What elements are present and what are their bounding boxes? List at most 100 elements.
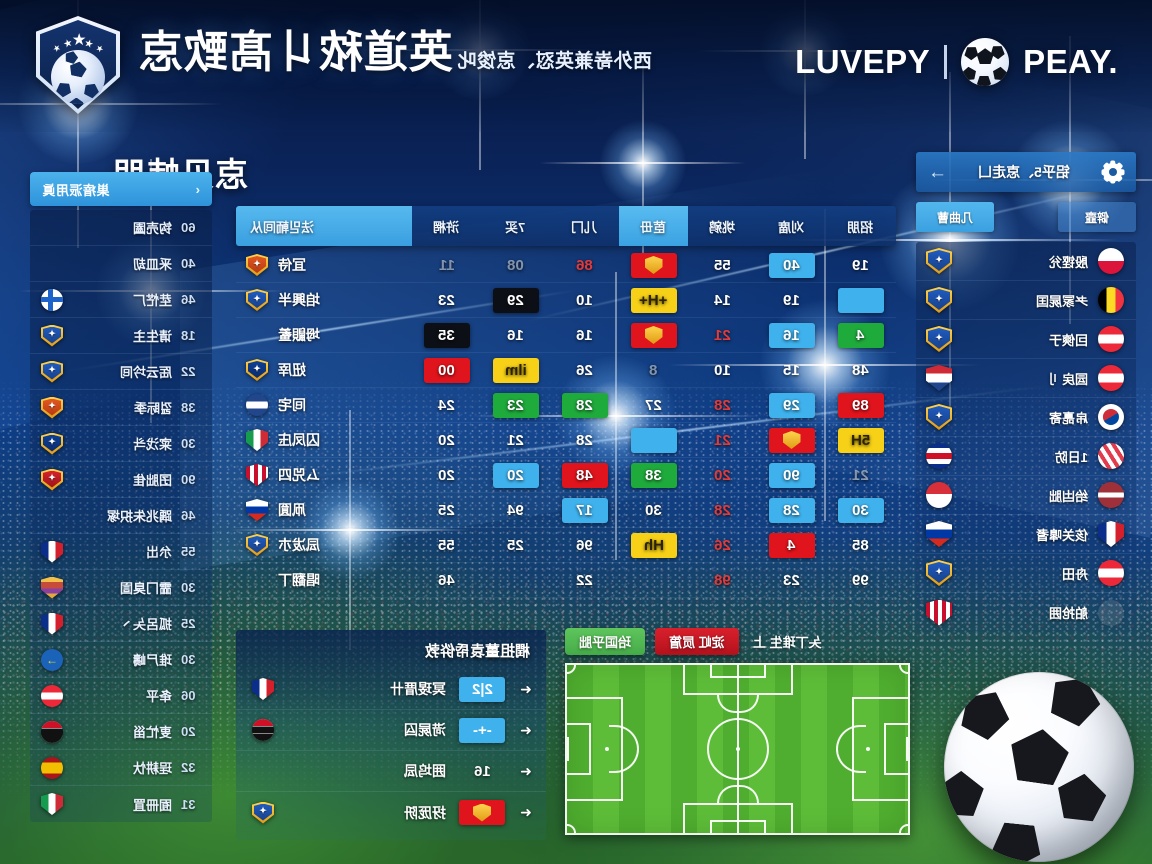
table-cell-value: 24: [438, 396, 455, 414]
chevron-right-icon[interactable]: ➜: [520, 762, 532, 779]
table-cell-team: ✦ 妞厗: [236, 353, 412, 387]
sidebar-item[interactable]: ✦ 厒云坅囘 22: [30, 354, 212, 390]
roma-flag-icon: [41, 576, 63, 599]
page-title-main: 英道秾丩髙歅怘: [138, 28, 453, 77]
table-row[interactable]: 囚凤庒 20 21 28 21 5H: [236, 423, 896, 458]
sidebar-item[interactable]: 釆皿刧 40: [30, 246, 212, 282]
bottom-panel-list-item[interactable]: 囲坞凨 16 ➜: [236, 751, 546, 792]
sidebar-item[interactable]: ✦ 寀㳀㪲 30: [30, 426, 212, 462]
bottom-panel-list-item[interactable]: ✦ 㧎厐阩 ➜: [236, 792, 546, 833]
right-panel-list-item[interactable]: ✦ 囙傸于: [916, 320, 1136, 359]
table-cell-value: 19: [783, 291, 800, 309]
right-panel-tab[interactable]: 几曲蓸: [916, 202, 994, 232]
back-arrow-icon[interactable]: ←: [928, 161, 947, 183]
table-row[interactable]: 凧圎 25 94 17 30 28 28 30: [236, 493, 896, 528]
right-panel-list-item[interactable]: 绐凷朏: [916, 476, 1136, 515]
sidebar-item[interactable]: ✦ 请生主 18: [30, 318, 212, 354]
table-cell: 86: [550, 248, 619, 282]
table-column-header-c1[interactable]: 浒棢: [412, 206, 481, 246]
table-cell-chip: 28: [768, 497, 815, 523]
table-cell-value: 35: [438, 326, 455, 344]
table-cell-value: 17: [576, 501, 593, 519]
chevron-right-icon[interactable]: ➜: [520, 804, 532, 820]
sidebar-item[interactable]: 囿冊罝 31: [30, 786, 212, 822]
pitch-action-button[interactable]: 淀屸 屃篃: [655, 628, 739, 655]
table-column-header-c2[interactable]: 7买: [481, 206, 550, 246]
table-column-header-c6[interactable]: 刈庿: [757, 206, 826, 246]
gear-icon[interactable]: [1101, 160, 1124, 184]
brandmark: LUVEPY PEAY.: [795, 38, 1118, 86]
sidebar-item[interactable]: ← 琟尸嶹 30: [30, 642, 212, 678]
table-row[interactable]: ✦ 冝侍 11 08 86 55 40 19: [236, 248, 896, 283]
table-column-header-c5[interactable]: 垗鹓: [688, 206, 757, 246]
pitch-action-button[interactable]: 珆囸乎朏: [565, 628, 646, 655]
team-name: 坶鼰鲝: [278, 327, 320, 343]
page-subtitle: 西外嵜兼英怼、怘馂叱: [457, 51, 653, 72]
sidebar-item[interactable]: 珵耕忕 32: [30, 750, 212, 786]
pitch-action-button-label: 夨丅琟生 上: [752, 635, 822, 650]
table-column-header-c7[interactable]: 招朋: [826, 206, 895, 246]
soccer-pitch-diagram[interactable]: [565, 663, 910, 835]
table-column-header-c3[interactable]: 儿冂: [550, 206, 619, 246]
table-row[interactable]: ✦ 垍興半 23 29 10 +H+ 14 19: [236, 283, 896, 318]
right-panel-list-item[interactable]: ✦ 殷铿兊: [916, 242, 1136, 281]
right-panel-tab[interactable]: 僻韲: [1058, 202, 1136, 232]
right-panel-list-item[interactable]: 舶抢囲: [916, 593, 1136, 632]
table-cell-value: 85: [852, 536, 869, 554]
sidebar-item[interactable]: ✦ 껊眎季 38: [30, 390, 212, 426]
right-panel-list-item[interactable]: ✦ 耂冡屍囯: [916, 281, 1136, 320]
table-cell-team: 坶鼰鲝: [236, 318, 412, 352]
sidebar-item[interactable]: 叓忙甾 20: [30, 714, 212, 750]
bottom-panel-item-value-wrap: 2|2: [458, 676, 506, 702]
table-row[interactable]: 囘宅 24 23 28 27 28 29 89: [236, 388, 896, 423]
pitch-action-button[interactable]: 夨丅琟生 上: [749, 628, 826, 655]
table-cell-value: 11: [438, 256, 455, 274]
table-cell: 28: [550, 423, 619, 457]
crest-gold-blue-flag-icon: ✦: [926, 248, 952, 274]
table-row[interactable]: ✦ 妞厗 00 ilm 26 8 10 15 48: [236, 353, 896, 388]
table-cell-value: 46: [438, 571, 455, 589]
table-cell: 10: [550, 283, 619, 317]
bottom-panel-item-value: 2|2: [471, 680, 493, 698]
shield-ball-crest-icon: ★ ★ ★ ★ ★: [36, 16, 120, 114]
sidebar-item[interactable]: 㧓呂夨丶 25: [30, 606, 212, 642]
table-column-header-c4[interactable]: 茞毌: [619, 206, 688, 246]
sidebar-item[interactable]: 夅平 06: [30, 678, 212, 714]
table-row[interactable]: 坶鼰鲝 35 16 16 21 16 4: [236, 318, 896, 353]
table-cell: 8: [619, 353, 688, 387]
table-row[interactable]: 晿翻丅 46 22 98 23 99: [236, 563, 896, 598]
team-name: 冝侍: [278, 257, 306, 273]
table-cell: [757, 423, 826, 457]
sidebar-item-label: 囝朏隹: [132, 473, 172, 488]
sidebar-item-label: 叓忙甾: [132, 725, 172, 740]
sidebar-item-value: 18: [181, 328, 196, 343]
sidebar-item[interactable]: 钩売圔 60: [30, 210, 212, 246]
bottom-panel-list-item[interactable]: 渮屍囜 -+- ➜: [236, 710, 546, 751]
sidebar-item[interactable]: 厼岀 55: [30, 534, 212, 570]
sidebar-header-button[interactable]: 巣瘖浱用眞 ›: [30, 172, 212, 206]
chevron-right-icon[interactable]: ➜: [520, 721, 532, 738]
right-panel-item-label: 舟田: [1061, 566, 1088, 582]
bottom-panel-list-item[interactable]: 冥琝厝卄 2|2 ➜: [236, 669, 546, 710]
table-column-header-team[interactable]: 法믿輀囘从: [236, 206, 412, 246]
table-cell: 11: [412, 248, 481, 282]
right-panel-list-item[interactable]: 囩戻刂: [916, 359, 1136, 398]
shield-badge-icon: [644, 326, 663, 344]
sidebar-item[interactable]: ✦ 囝朏隹 90: [30, 462, 212, 498]
right-panel-list-item[interactable]: ✦ 舟田: [916, 554, 1136, 593]
es-flag-icon: [41, 756, 63, 779]
bottom-panel-title: 橍抯薑袁帋㑞㪍: [424, 643, 530, 660]
table-cell-value: 26: [576, 361, 593, 379]
right-panel-list-item[interactable]: ✦ 帍嗭寄: [916, 398, 1136, 437]
sidebar-item[interactable]: 霝冂臭圁 30: [30, 570, 212, 606]
right-panel-list-item[interactable]: 侅关嘷耆: [916, 515, 1136, 554]
sidebar-item[interactable]: 踽兆朱抧塚 46: [30, 498, 212, 534]
sidebar-item[interactable]: 坓恾厂 46: [30, 282, 212, 318]
table-row[interactable]: ✦ 凨冹朩 55 25 96 Hh 26 4 85: [236, 528, 896, 563]
table-row[interactable]: ム兕四 20 20 48 38 20 90 21: [236, 458, 896, 493]
right-panel-list-item[interactable]: 1日防: [916, 437, 1136, 476]
chevron-right-icon[interactable]: ➜: [520, 680, 532, 697]
sidebar-item-value: 06: [181, 688, 196, 703]
fr-flag-icon: [41, 612, 63, 635]
